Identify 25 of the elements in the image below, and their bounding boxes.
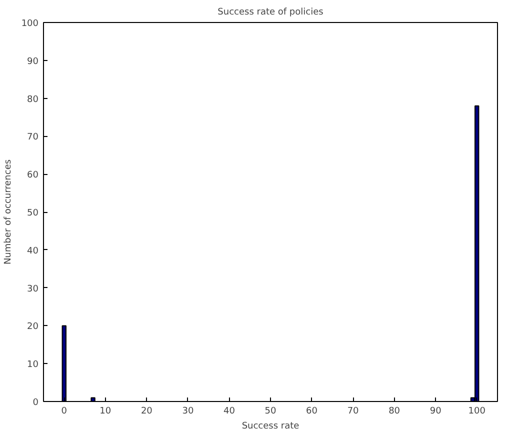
x-tick-label: 0 [61, 406, 68, 416]
y-axis-title: Number of occurrences [3, 159, 14, 265]
x-tick-label: 60 [306, 406, 318, 416]
chart-title: Success rate of policies [218, 8, 324, 18]
y-tick-label: 90 [27, 56, 39, 67]
y-tick-label: 30 [27, 284, 39, 294]
y-tick-label: 20 [27, 322, 39, 332]
x-tick-label: 30 [182, 406, 194, 416]
y-tick-label: 100 [21, 19, 39, 29]
y-tick-label: 60 [27, 170, 39, 181]
y-tick-label: 50 [27, 208, 39, 218]
y-tick-label: 70 [27, 132, 39, 143]
x-tick-label: 90 [430, 406, 442, 416]
x-tick-label: 20 [140, 406, 153, 416]
x-tick-label: 40 [224, 406, 236, 416]
x-tick-label: 80 [388, 406, 400, 416]
y-tick-label: 10 [27, 360, 39, 370]
x-tick-label: 10 [100, 406, 112, 416]
x-tick-label: 70 [347, 406, 360, 416]
x-tick-label: 50 [264, 406, 276, 416]
x-tick-label: 100 [468, 406, 486, 416]
x-axis-title: Success rate [242, 422, 300, 432]
y-tick-label: 40 [27, 246, 39, 256]
y-tick-label: 0 [32, 398, 39, 408]
y-tick-label: 80 [27, 94, 39, 105]
